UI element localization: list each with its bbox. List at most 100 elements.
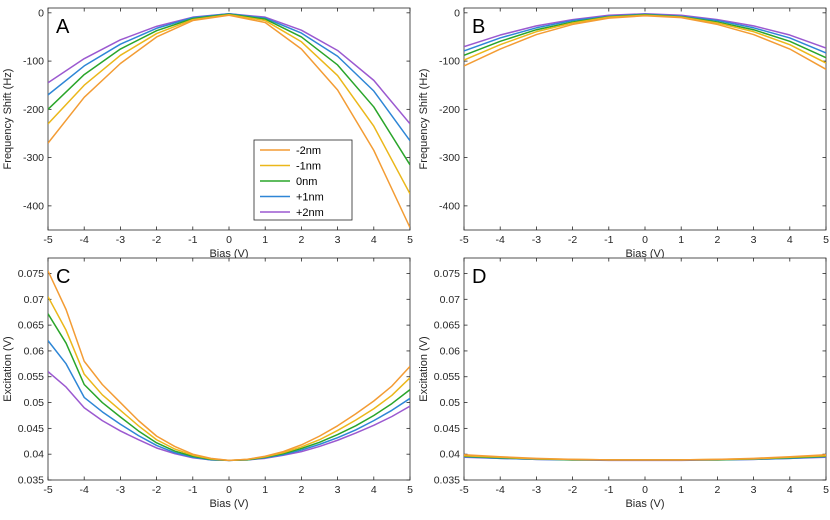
y-tick-label: 0.035 — [18, 475, 44, 487]
x-tick-label: 0 — [226, 234, 232, 246]
x-tick-label: 5 — [407, 234, 413, 246]
x-tick-label: -3 — [116, 234, 125, 246]
x-tick-label: -4 — [496, 484, 505, 496]
y-tick-label: 0.07 — [24, 294, 45, 306]
panel-letter: B — [472, 16, 485, 38]
series-line--2nm — [464, 14, 826, 70]
x-tick-label: 2 — [298, 234, 304, 246]
x-tick-label: 0 — [642, 484, 648, 496]
x-tick-label: 1 — [262, 484, 268, 496]
y-tick-label: 0 — [38, 7, 44, 19]
x-tick-label: -4 — [496, 234, 505, 246]
x-tick-label: -2 — [568, 234, 577, 246]
x-tick-label: -1 — [188, 234, 197, 246]
series-group — [48, 13, 410, 228]
y-tick-label: 0.06 — [24, 345, 45, 357]
legend-box — [253, 139, 353, 221]
y-tick-label: 0.075 — [434, 268, 460, 280]
y-tick-label: 0.045 — [434, 423, 460, 435]
chart-panel-b: -5 -4 -3 -2 -1 0 1 2 3 4 5 0 -100 -200 -300 -400 Bias (V… — [418, 7, 829, 260]
x-tick-label: 3 — [751, 234, 757, 246]
panel-letter: A — [56, 16, 70, 38]
legend: -2nm -1nm 0nm +1nm +2nm — [253, 139, 353, 221]
x-tick-label: 3 — [751, 484, 757, 496]
x-tick-label: -5 — [459, 484, 468, 496]
x-axis-label: Bias (V) — [625, 248, 664, 260]
x-tick-label: 5 — [823, 484, 829, 496]
x-tick-label: -3 — [532, 484, 541, 496]
y-tick-label: 0.055 — [18, 371, 44, 383]
chart-panel-d: -5 -4 -3 -2 -1 0 1 2 3 4 5 0.035 0.04 0.045 0.05 0.055 0… — [418, 257, 829, 510]
x-tick-label: -3 — [532, 234, 541, 246]
x-tick-label: -5 — [459, 234, 468, 246]
y-tick-label: -100 — [439, 56, 460, 68]
legend-label: +1nm — [296, 192, 324, 204]
x-tick-label: -5 — [43, 234, 52, 246]
x-tick-label: 2 — [298, 484, 304, 496]
series-line--2nm — [48, 14, 410, 228]
x-tick-label: -2 — [568, 484, 577, 496]
legend-label: -1nm — [296, 161, 321, 173]
y-tick-label: 0.04 — [440, 449, 461, 461]
x-tick-label: 4 — [371, 484, 377, 496]
y-tick-label: 0.04 — [24, 449, 45, 461]
chart-panel-c: -5 -4 -3 -2 -1 0 1 2 3 4 5 0.035 0.04 0.045 0.05 0.055 0… — [2, 257, 413, 510]
y-tick-label: -400 — [23, 200, 44, 212]
y-tick-label: -300 — [23, 152, 44, 164]
y-tick-label: 0.045 — [18, 423, 44, 435]
x-tick-label: -4 — [80, 234, 89, 246]
x-tick-label: -2 — [152, 484, 161, 496]
x-tick-label: -1 — [604, 484, 613, 496]
axes-frame — [47, 257, 411, 481]
y-tick-label: -100 — [23, 56, 44, 68]
x-tick-label: 0 — [226, 484, 232, 496]
legend-label: -2nm — [296, 145, 321, 157]
x-tick-label: 4 — [787, 484, 793, 496]
y-axis-label: Frequency Shift (Hz) — [2, 69, 14, 170]
series-group — [464, 453, 826, 462]
x-tick-label: 5 — [407, 484, 413, 496]
y-axis-label: Frequency Shift (Hz) — [418, 69, 430, 170]
x-tick-label: 0 — [642, 234, 648, 246]
legend-label: 0nm — [296, 176, 317, 188]
x-tick-label: -2 — [152, 234, 161, 246]
x-tick-label: 3 — [335, 234, 341, 246]
y-tick-label: -400 — [439, 200, 460, 212]
y-axis-label: Excitation (V) — [2, 336, 14, 401]
y-tick-label: -200 — [439, 104, 460, 116]
series-line--2nm — [464, 453, 826, 461]
x-axis-label: Bias (V) — [625, 498, 664, 510]
x-axis-label: Bias (V) — [209, 248, 248, 260]
y-axis-label: Excitation (V) — [418, 336, 430, 401]
x-tick-label: 2 — [714, 484, 720, 496]
y-tick-label: 0.065 — [434, 320, 460, 332]
y-tick-label: 0.06 — [440, 345, 461, 357]
panel-letter: D — [472, 266, 486, 288]
series-group — [48, 270, 410, 462]
x-axis-label: Bias (V) — [209, 498, 248, 510]
y-tick-label: 0.055 — [434, 371, 460, 383]
chart-panel-a: -5 -4 -3 -2 -1 0 1 2 3 4 5 0 -100 -200 -300 -400 Bias (V… — [2, 7, 413, 260]
y-tick-label: 0.07 — [440, 294, 461, 306]
series-group — [464, 13, 826, 70]
x-tick-label: 5 — [823, 234, 829, 246]
y-tick-label: 0.05 — [440, 397, 461, 409]
x-tick-label: -1 — [604, 234, 613, 246]
x-tick-label: 1 — [678, 484, 684, 496]
x-tick-label: -5 — [43, 484, 52, 496]
panel-letter: C — [56, 266, 70, 288]
x-tick-label: 4 — [787, 234, 793, 246]
x-tick-label: 1 — [262, 234, 268, 246]
x-tick-label: 1 — [678, 234, 684, 246]
x-tick-label: 3 — [335, 484, 341, 496]
y-tick-label: -300 — [439, 152, 460, 164]
axes-frame — [463, 257, 827, 481]
legend-label: +2nm — [296, 207, 324, 219]
y-tick-label: -200 — [23, 104, 44, 116]
y-tick-label: 0.035 — [434, 475, 460, 487]
x-tick-label: 2 — [714, 234, 720, 246]
y-tick-label: 0 — [454, 7, 460, 19]
x-tick-label: 4 — [371, 234, 377, 246]
y-tick-label: 0.075 — [18, 268, 44, 280]
